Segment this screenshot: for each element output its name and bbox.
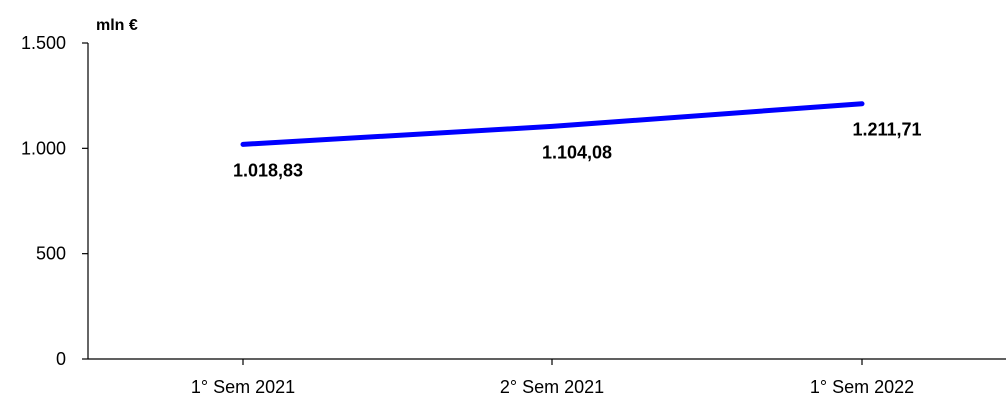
data-label: 1.018,83: [233, 160, 303, 180]
y-tick-label: 500: [36, 244, 66, 264]
data-label: 1.104,08: [542, 142, 612, 162]
data-label: 1.211,71: [852, 120, 921, 140]
x-tick-label: 1° Sem 2022: [810, 377, 914, 397]
x-tick-label: 2° Sem 2021: [500, 377, 604, 397]
y-axis-ticks: 0 500 1.000 1.500: [21, 33, 88, 369]
x-axis-ticks: 1° Sem 2021 2° Sem 2021 1° Sem 2022: [191, 359, 914, 397]
y-tick-label: 0: [56, 349, 66, 369]
y-tick-label: 1.000: [21, 138, 66, 158]
data-labels: 1.018,83 1.104,08 1.211,71: [233, 120, 922, 181]
y-axis-unit-label: mln €: [96, 17, 138, 34]
series-line: [240, 101, 865, 147]
x-tick-label: 1° Sem 2021: [191, 377, 295, 397]
y-tick-label: 1.500: [21, 33, 66, 53]
